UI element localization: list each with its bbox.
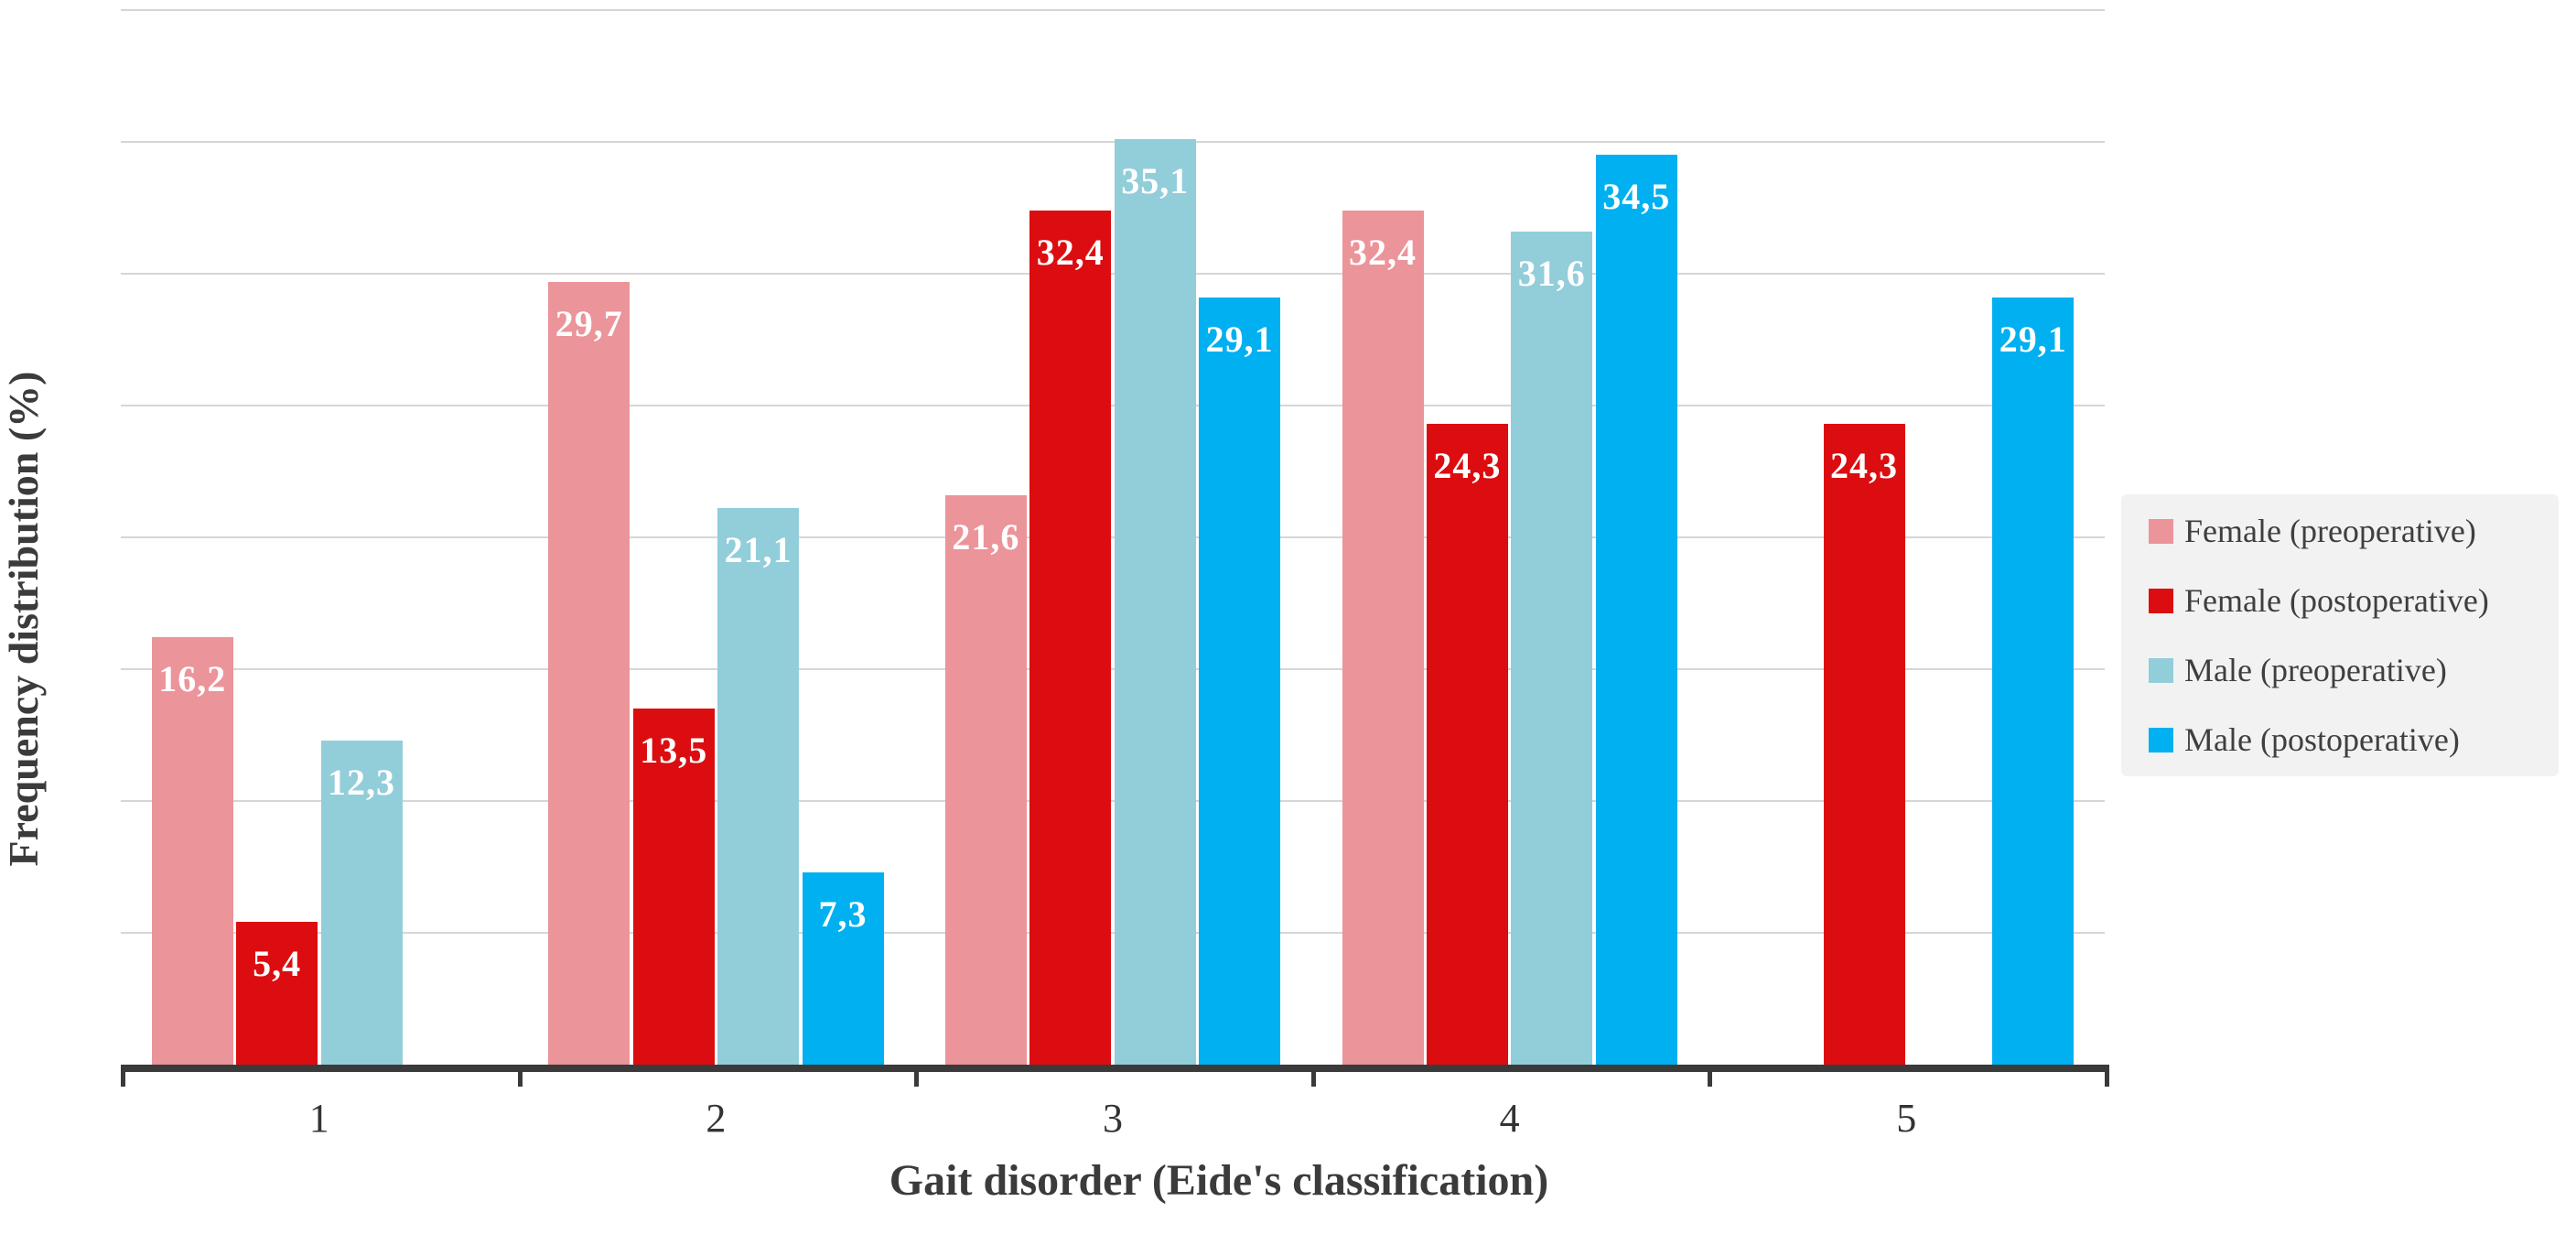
x-axis-tick xyxy=(1708,1065,1713,1087)
category-tick-label-5: 5 xyxy=(1896,1096,1917,1141)
gridline-40 xyxy=(121,9,2105,11)
x-axis-tick xyxy=(1310,1065,1316,1087)
bar-female-preoperative-cat1 xyxy=(151,637,233,1065)
gridline-20 xyxy=(121,536,2105,538)
legend-item-male-postoperative: Male (postoperative) xyxy=(2149,720,2559,759)
bar-value-label-female-postoperative-cat3: 32,4 xyxy=(1036,231,1105,273)
x-axis-tick xyxy=(121,1065,125,1087)
bar-value-label-male-postoperative-cat2: 7,3 xyxy=(818,893,868,935)
bar-value-label-female-preoperative-cat4: 32,4 xyxy=(1349,231,1417,273)
gridline-30 xyxy=(121,273,2105,275)
bar-value-label-female-postoperative-cat2: 13,5 xyxy=(640,730,708,772)
bar-female-preoperative-cat3 xyxy=(944,494,1027,1065)
bar-female-postoperative-cat2 xyxy=(632,709,715,1065)
legend: Female (preoperative) Female (postoperati… xyxy=(2121,494,2559,776)
bar-male-postoperative-cat3 xyxy=(1199,297,1281,1065)
gridline-35 xyxy=(121,141,2105,143)
legend-swatch-icon xyxy=(2149,727,2173,752)
category-tick-label-3: 3 xyxy=(1102,1096,1123,1141)
bar-value-label-female-preoperative-cat1: 16,2 xyxy=(158,658,227,700)
bar-value-label-female-preoperative-cat2: 29,7 xyxy=(555,302,623,344)
gridline-25 xyxy=(121,405,2105,406)
legend-label: Female (postoperative) xyxy=(2184,582,2489,619)
bar-value-label-male-postoperative-cat3: 29,1 xyxy=(1205,318,1274,360)
bar-value-label-female-preoperative-cat3: 21,6 xyxy=(952,515,1020,557)
bar-female-postoperative-cat3 xyxy=(1029,210,1112,1065)
bar-female-postoperative-cat4 xyxy=(1426,424,1508,1065)
bar-female-preoperative-cat4 xyxy=(1342,210,1424,1065)
bar-male-preoperative-cat3 xyxy=(1114,139,1196,1065)
bar-female-preoperative-cat2 xyxy=(548,281,631,1065)
x-axis-tick xyxy=(914,1065,920,1087)
legend-swatch-icon xyxy=(2149,588,2173,613)
bar-male-preoperative-cat4 xyxy=(1511,231,1593,1065)
bar-value-label-female-postoperative-cat1: 5,4 xyxy=(253,943,302,985)
legend-item-male-preoperative: Male (preoperative) xyxy=(2149,651,2559,689)
x-axis-title: Gait disorder (Eide's classification) xyxy=(889,1156,1549,1205)
category-tick-label-4: 4 xyxy=(1499,1096,1520,1141)
bar-male-postoperative-cat2 xyxy=(802,871,884,1065)
bar-male-preoperative-cat1 xyxy=(320,740,403,1065)
bar-value-label-male-preoperative-cat1: 12,3 xyxy=(328,761,395,803)
bar-female-postoperative-cat5 xyxy=(1823,424,1905,1065)
legend-swatch-icon xyxy=(2149,657,2173,683)
legend-item-female-postoperative: Female (postoperative) xyxy=(2149,581,2559,620)
x-axis-tick xyxy=(2105,1065,2109,1087)
gridline-10 xyxy=(121,800,2105,802)
category-tick-label-2: 2 xyxy=(706,1096,727,1141)
bar-male-postoperative-cat5 xyxy=(1992,297,2075,1065)
bar-value-label-male-preoperative-cat4: 31,6 xyxy=(1517,252,1586,294)
legend-label: Male (postoperative) xyxy=(2184,721,2460,758)
bar-male-postoperative-cat4 xyxy=(1595,155,1677,1065)
legend-label: Male (preoperative) xyxy=(2184,652,2447,688)
x-axis-tick xyxy=(517,1065,523,1087)
legend-swatch-icon xyxy=(2149,518,2173,544)
x-axis-line xyxy=(121,1065,2109,1072)
gridline-15 xyxy=(121,668,2105,670)
bar-value-label-male-preoperative-cat2: 21,1 xyxy=(724,529,792,571)
legend-label: Female (preoperative) xyxy=(2184,513,2476,549)
gridline-5 xyxy=(121,932,2105,934)
category-tick-label-1: 1 xyxy=(308,1096,329,1141)
bar-value-label-female-postoperative-cat5: 24,3 xyxy=(1830,445,1898,487)
bar-value-label-male-preoperative-cat3: 35,1 xyxy=(1121,160,1190,202)
legend-item-female-preoperative: Female (preoperative) xyxy=(2149,512,2559,550)
bar-value-label-female-postoperative-cat4: 24,3 xyxy=(1433,445,1502,487)
bar-male-preoperative-cat2 xyxy=(717,508,800,1065)
bar-female-postoperative-cat1 xyxy=(236,922,318,1065)
bar-value-label-male-postoperative-cat5: 29,1 xyxy=(1999,318,2067,360)
bar-value-label-male-postoperative-cat4: 34,5 xyxy=(1602,176,1671,218)
